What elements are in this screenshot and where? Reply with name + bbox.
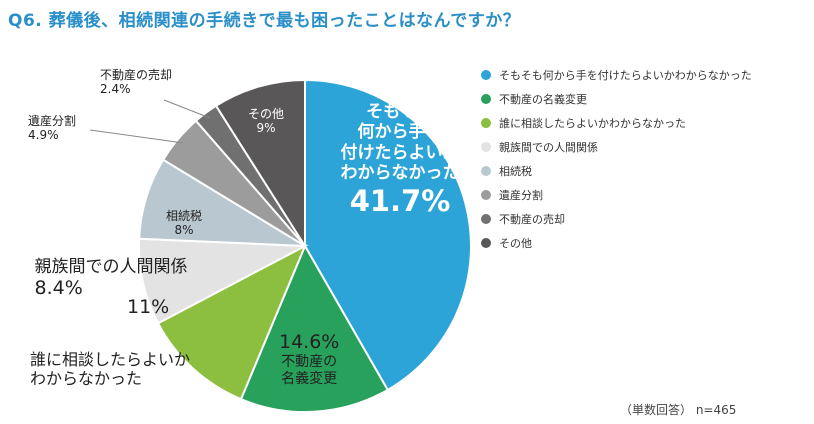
slice-value: 8.4% — [34, 276, 83, 299]
pie-slice — [156, 243, 307, 401]
legend-swatch — [481, 118, 491, 128]
leader-line — [89, 129, 183, 144]
legend-swatch — [481, 214, 491, 224]
pie-slice — [214, 78, 306, 250]
legend-item: その他 — [481, 231, 752, 255]
chart-title: Q6. 葬儀後、相続関連の手続きで最も困ったことはなんですか？ — [8, 11, 521, 31]
legend-label: 不動産の売却 — [499, 213, 565, 226]
legend-item: そもそも何から手を付けたらよいかわからなかった — [481, 63, 752, 87]
legend-label: 誰に相談したらよいかわからなかった — [499, 117, 686, 130]
legend-swatch — [481, 238, 491, 248]
slice-name: 相続税 — [166, 208, 203, 223]
pie-slice — [304, 78, 472, 392]
legend-swatch — [481, 190, 491, 200]
slice-name: その他 — [248, 106, 285, 121]
legend-item: 不動産の売却 — [481, 207, 752, 231]
slice-value: 4.9% — [28, 127, 59, 142]
slice-name: 親族間での人間関係 — [34, 256, 188, 277]
slice-label: 相続税 8% — [166, 209, 202, 238]
slice-label: 不動産の売却 2.4% — [100, 68, 172, 97]
legend-swatch — [481, 166, 491, 176]
legend-item: 相続税 — [481, 159, 752, 183]
slice-name: 遺産分割 — [28, 113, 77, 128]
slice-label: そもそも 何から手を 付けたらよいか わからなかった 41.7% — [341, 102, 460, 218]
slice-value: 9% — [256, 120, 276, 135]
slice-value: 2.4% — [100, 81, 131, 96]
legend-item: 誰に相談したらよいかわからなかった — [481, 111, 752, 135]
legend-swatch — [481, 70, 491, 80]
legend-item: 親族間での人間関係 — [481, 135, 752, 159]
legend-item: 遺産分割 — [481, 183, 752, 207]
slice-value: 14.6% — [279, 331, 340, 353]
slice-value: 8% — [174, 222, 194, 237]
slice-label: 遺産分割 4.9% — [28, 114, 76, 143]
slice-value: 41.7% — [349, 183, 451, 218]
legend-swatch — [481, 94, 491, 104]
legend-label: その他 — [499, 237, 532, 250]
slice-label: 親族間での人間関係 8.4% — [35, 257, 188, 300]
slice-value: 11% — [127, 296, 170, 318]
pie-slice — [239, 243, 390, 413]
legend-label: 親族間での人間関係 — [499, 141, 598, 154]
legend: そもそも何から手を付けたらよいかわからなかった 不動産の名義変更誰に相談したらよい… — [481, 63, 752, 255]
slice-label: 14.6% 不動産の 名義変更 — [279, 331, 339, 387]
legend-label: 相続税 — [499, 165, 532, 178]
leader-line — [163, 99, 210, 119]
slice-name: 不動産の 名義変更 — [281, 353, 338, 387]
legend-label: そもそも何から手を付けたらよいかわからなかった — [499, 69, 752, 82]
slice-label: 11% 誰に相談したらよいか わからなかった — [30, 296, 191, 389]
slice-label: その他 9% — [248, 107, 284, 136]
legend-label: 遺産分割 — [499, 189, 543, 202]
slice-name: 誰に相談したらよいか わからなかった — [30, 350, 191, 389]
legend-swatch — [481, 142, 491, 152]
slice-name: そもそも 何から手を 付けたらよいか わからなかった — [340, 102, 460, 184]
legend-label: 不動産の名義変更 — [499, 93, 587, 106]
pie-slice — [138, 237, 309, 325]
sample-note: （単数回答） n=465 — [620, 403, 737, 417]
legend-item: 不動産の名義変更 — [481, 87, 752, 111]
slice-name: 不動産の売却 — [100, 67, 173, 82]
